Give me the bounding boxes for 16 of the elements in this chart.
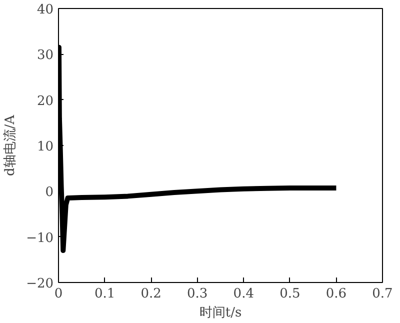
x-tick-label: 0.2 bbox=[140, 286, 162, 302]
y-tick-label: 0 bbox=[45, 185, 54, 200]
x-tick-label: 0.5 bbox=[280, 286, 300, 302]
x-tick-label: 0.3 bbox=[187, 286, 208, 302]
y-tick-label: 10 bbox=[36, 140, 54, 154]
y-tick-label: 30 bbox=[36, 48, 54, 64]
x-tick-label: 0.4 bbox=[233, 286, 254, 302]
x-tick-label: 0.1 bbox=[94, 286, 116, 302]
y-tick-label: 20 bbox=[36, 94, 54, 109]
y-tick-label: 40 bbox=[36, 2, 54, 18]
x-tick-label: 0.7 bbox=[372, 286, 393, 302]
y-tick-label: −20 bbox=[26, 276, 54, 292]
y-tick-label: −10 bbox=[26, 230, 54, 246]
x-tick-label: 0.6 bbox=[326, 286, 347, 302]
y-axis-title: d轴电流/A bbox=[2, 114, 18, 176]
x-axis-title: 时间t/s bbox=[199, 306, 242, 320]
